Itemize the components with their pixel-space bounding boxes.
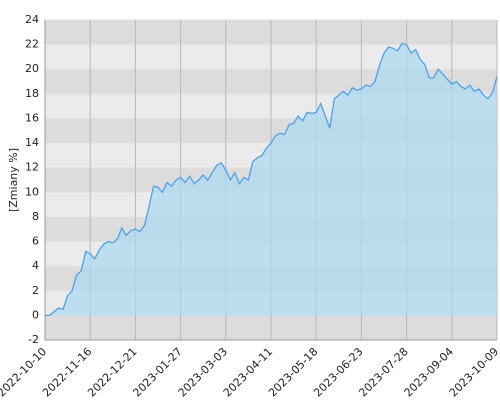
y-tick-label: 22 xyxy=(25,38,39,51)
y-tick-label: 20 xyxy=(25,62,39,75)
line xyxy=(45,42,498,317)
y-tick-label: 0 xyxy=(32,308,39,321)
y-tick-label: 18 xyxy=(25,87,39,100)
y-tick-label: -2 xyxy=(28,333,39,346)
area-fill xyxy=(45,43,497,316)
y-tick-label: 10 xyxy=(25,185,39,198)
y-tick-label: 6 xyxy=(32,235,39,248)
y-tick-label: 12 xyxy=(25,161,39,174)
y-tick-label: 4 xyxy=(32,259,39,272)
y-tick-label: 14 xyxy=(25,136,39,149)
y-tick-label: 8 xyxy=(32,210,39,223)
y-axis-label: [Zmiany %] xyxy=(7,148,20,212)
y-tick-label: 2 xyxy=(32,284,39,297)
y-tick-label: 24 xyxy=(25,13,39,26)
y-tick-label: 16 xyxy=(25,111,39,124)
